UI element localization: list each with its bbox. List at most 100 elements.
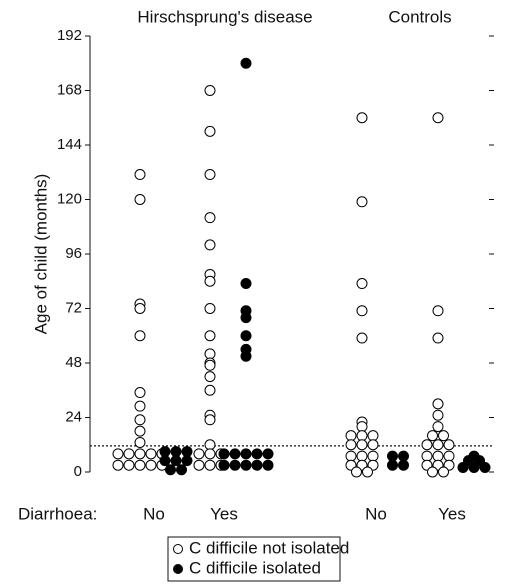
dot [229,448,241,460]
dot [432,398,444,410]
dot [204,448,216,460]
x-axis-title: Diarrhoea: [18,504,97,523]
dot [240,57,252,69]
dot [240,448,252,460]
x-tick-label: No [365,504,387,523]
dot [251,459,263,471]
dot [356,439,368,451]
dot [204,85,216,96]
dot [134,400,146,412]
dot [134,448,146,460]
dot [229,459,241,471]
dot [432,409,444,421]
dot [204,384,216,396]
dot [367,430,379,442]
dot [134,387,146,399]
legend-label: C difficile isolated [189,558,321,577]
dot [170,455,182,467]
dot [204,439,216,451]
legend-marker [173,544,183,554]
dot [204,275,216,287]
dot [123,448,135,460]
dot [204,169,216,181]
dot [204,371,216,383]
dot [193,459,205,471]
y-tick-label: 48 [65,354,82,371]
y-tick-label: 168 [57,81,82,98]
dot [181,446,193,458]
dot [457,461,469,473]
dot [240,278,252,290]
dot [134,303,146,314]
dot [134,436,146,448]
dot [134,169,146,181]
dot [345,450,357,462]
dot [134,414,146,426]
dot [351,466,362,478]
dot [443,450,455,462]
dot [421,439,433,451]
dot [356,305,368,317]
dot [123,459,135,471]
dot [362,466,373,478]
dot [432,112,444,124]
dot [204,414,216,426]
dot [345,430,357,442]
dot [218,448,230,460]
dot [432,332,444,344]
dot [438,466,449,478]
dot [367,450,379,462]
y-tick-label: 192 [57,27,82,44]
dot [443,439,455,451]
dot [145,459,157,471]
dot [240,330,252,342]
dot [134,459,146,471]
dot [387,450,398,462]
dot [181,455,193,467]
x-tick-label: Yes [210,504,238,523]
dot [438,430,449,442]
dot [204,239,216,251]
y-tick-label: 120 [57,190,82,207]
dot [421,450,433,462]
y-tick-label: 96 [65,245,82,262]
dot [204,359,216,371]
dot [204,330,216,342]
dot [251,448,263,460]
dot [387,459,398,471]
dot [262,459,274,471]
dot [112,448,124,460]
dot [240,312,252,324]
dot [367,439,379,451]
dot [427,430,438,442]
dot [240,459,252,471]
dot [432,421,444,433]
y-axis-title: Age of child (months) [31,174,50,335]
dot [134,194,146,205]
dot [432,439,444,451]
dot [356,421,368,433]
legend-label: C difficile not isolated [189,538,349,557]
dot [468,461,480,473]
dot [356,112,368,124]
dot [170,446,182,458]
dot [356,332,368,344]
dot [479,461,491,473]
dot [356,278,368,290]
dot [240,350,252,362]
dot [356,196,368,208]
dot [134,425,146,437]
dot [262,448,274,460]
dot [204,303,216,314]
dot [204,348,216,360]
dot [204,212,216,224]
dot [165,464,176,476]
dot [356,450,368,462]
x-tick-label: No [143,504,165,523]
y-tick-label: 0 [74,463,82,480]
y-tick-label: 24 [65,408,82,425]
dot [427,466,438,478]
dot [204,459,216,471]
